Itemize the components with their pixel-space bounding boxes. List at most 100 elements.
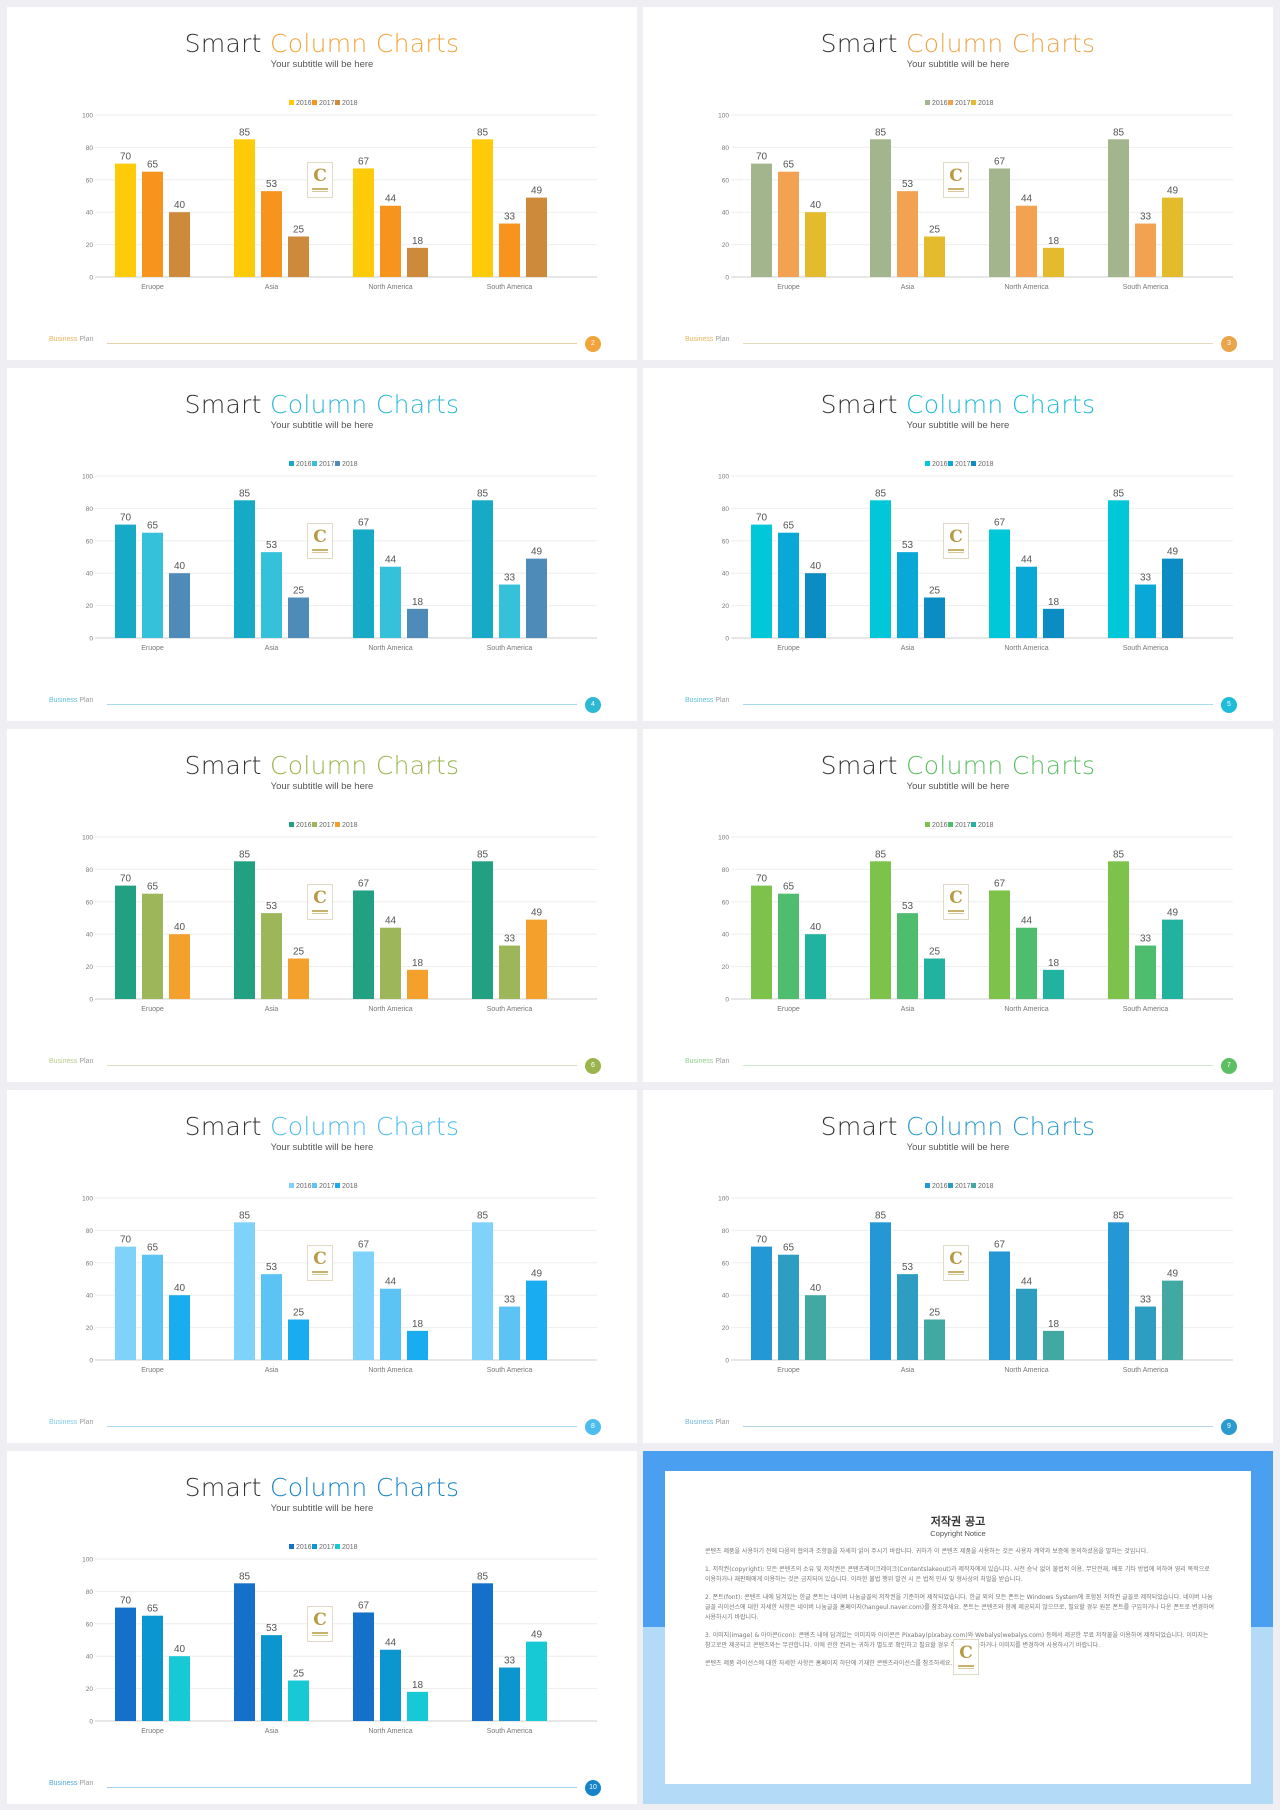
legend-label: 2016 (932, 822, 948, 829)
column-chart: 2016 2017 2018 100 80 60 40 20 0 70 65 40 Eruope 85 53… (82, 100, 597, 291)
data-label: 85 (239, 488, 251, 499)
data-label: 33 (1140, 573, 1152, 584)
page-number-badge: 10 (585, 1780, 601, 1796)
legend-swatch (925, 822, 930, 827)
bar (924, 597, 945, 638)
y-tick-label: 60 (722, 177, 730, 184)
footer-label-plain: Plan (715, 697, 730, 704)
logo-bar (312, 1635, 328, 1636)
y-tick-label: 100 (718, 113, 729, 120)
legend-swatch (971, 1183, 976, 1188)
legend-swatch (948, 822, 953, 827)
x-category-label: Asia (901, 284, 915, 291)
bar (115, 885, 136, 999)
bar (989, 890, 1010, 999)
logo-letter: C (313, 166, 327, 186)
data-label: 44 (1021, 916, 1033, 927)
chart-slide: Smart Column Charts Your subtitle will be… (7, 368, 637, 721)
data-label: 49 (1167, 1269, 1179, 1280)
footer-label: Business Plan (49, 336, 93, 343)
slide-title-accent: Column Charts (906, 390, 1096, 419)
footer-divider (107, 1787, 577, 1788)
legend-swatch (925, 461, 930, 466)
legend-label: 2016 (296, 461, 312, 468)
y-tick-label: 40 (86, 210, 94, 217)
y-tick-label: 100 (718, 474, 729, 481)
bar (234, 1583, 255, 1721)
bar (288, 1680, 309, 1721)
data-label: 53 (902, 901, 914, 912)
x-category-label: Eruope (777, 1006, 800, 1013)
copyright-card: 저작권 공고 Copyright Notice 콘텐츠 제품을 사용하기 전에 … (665, 1471, 1251, 1784)
watermark-logo: C (307, 884, 333, 920)
x-category-label: Asia (901, 645, 915, 652)
legend-label: 2018 (342, 822, 358, 829)
footer-label-plain: Plan (79, 697, 94, 704)
data-label: 85 (477, 488, 489, 499)
bar (1162, 1280, 1183, 1360)
bar (751, 524, 772, 638)
chart-slide: Smart Column Charts Your subtitle will be… (7, 729, 637, 1082)
footer-divider (107, 704, 577, 705)
legend-label: 2016 (932, 100, 948, 107)
watermark-logo: C (943, 1245, 969, 1281)
y-tick-label: 0 (725, 997, 729, 1004)
data-label: 85 (875, 488, 887, 499)
data-label: 67 (358, 1600, 370, 1611)
data-label: 53 (902, 540, 914, 551)
slide-subtitle: Your subtitle will be here (906, 781, 1010, 792)
slide-subtitle: Your subtitle will be here (906, 1142, 1010, 1153)
watermark-logo: C (307, 1245, 333, 1281)
bar (115, 524, 136, 638)
logo-bar (958, 1665, 974, 1667)
footer-label: Business Plan (49, 697, 93, 704)
slide-title-plain: Smart (184, 1473, 262, 1502)
slide-title: Smart Column Charts (643, 751, 1273, 780)
bar (261, 1635, 282, 1721)
bar (472, 500, 493, 638)
logo-letter: C (949, 527, 963, 547)
y-tick-label: 60 (86, 538, 94, 545)
bar (778, 532, 799, 638)
column-chart: 2016 2017 2018 100 80 60 40 20 0 70 65 40 Eruope 85 53… (718, 100, 1233, 291)
bar (924, 236, 945, 277)
data-label: 44 (385, 1638, 397, 1649)
legend-label: 2017 (319, 1544, 335, 1551)
legend-swatch (289, 822, 294, 827)
chart-slide: Smart Column Charts Your subtitle will be… (7, 1451, 637, 1804)
y-tick-label: 80 (722, 867, 730, 874)
footer-divider (743, 343, 1213, 344)
data-label: 18 (1048, 236, 1060, 247)
slide-title: Smart Column Charts (643, 29, 1273, 58)
slide-title-plain: Smart (820, 1112, 898, 1141)
legend-label: 2016 (296, 1183, 312, 1190)
bar (751, 1246, 772, 1360)
footer-divider (743, 1065, 1213, 1066)
bar (1043, 608, 1064, 638)
data-label: 67 (994, 1239, 1006, 1250)
bar (288, 597, 309, 638)
data-label: 85 (1113, 127, 1125, 138)
legend-swatch (312, 1544, 317, 1549)
data-label: 40 (174, 561, 186, 572)
data-label: 25 (293, 947, 305, 958)
slide-subtitle: Your subtitle will be here (270, 420, 374, 431)
y-tick-label: 20 (86, 1325, 94, 1332)
x-category-label: South America (487, 284, 533, 291)
legend-label: 2018 (978, 1183, 994, 1190)
data-label: 49 (531, 186, 543, 197)
bar (870, 500, 891, 638)
copyright-paragraph: 2. 폰트(font): 콘텐츠 내에 담겨있는 한글 폰트는 네이버 나눔글꼴… (705, 1594, 1215, 1621)
y-tick-label: 100 (82, 1557, 93, 1564)
bar (115, 1607, 136, 1721)
data-label: 85 (875, 1210, 887, 1221)
page-number-badge: 8 (585, 1419, 601, 1435)
legend-swatch (948, 1183, 953, 1188)
column-chart: 2016 2017 2018 100 80 60 40 20 0 70 65 40 Eruope 85 53… (718, 461, 1233, 652)
logo-bar (948, 913, 964, 914)
bar (805, 573, 826, 638)
bar (407, 247, 428, 277)
y-tick-label: 0 (89, 636, 93, 643)
bar (1043, 969, 1064, 999)
data-label: 25 (929, 586, 941, 597)
